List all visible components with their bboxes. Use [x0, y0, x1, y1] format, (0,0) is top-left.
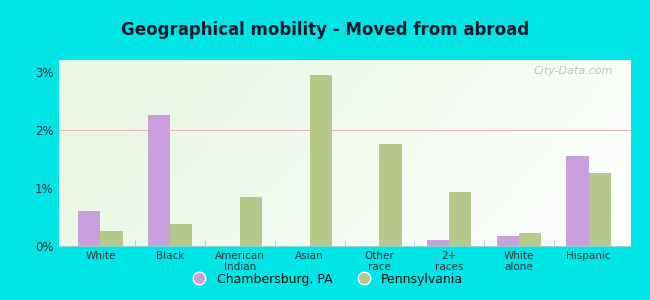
- Bar: [240, 196, 262, 246]
- Bar: [427, 240, 449, 246]
- Bar: [309, 74, 332, 246]
- Bar: [519, 233, 541, 246]
- Bar: [380, 144, 402, 246]
- Bar: [566, 156, 589, 246]
- Bar: [100, 232, 123, 246]
- Bar: [589, 173, 611, 246]
- Text: Geographical mobility - Moved from abroad: Geographical mobility - Moved from abroa…: [121, 21, 529, 39]
- Bar: [148, 115, 170, 246]
- Bar: [170, 224, 192, 246]
- Bar: [497, 236, 519, 246]
- Text: City-Data.com: City-Data.com: [534, 66, 614, 76]
- Legend: Chambersburg, PA, Pennsylvania: Chambersburg, PA, Pennsylvania: [182, 268, 468, 291]
- Bar: [78, 211, 100, 246]
- Bar: [449, 192, 471, 246]
